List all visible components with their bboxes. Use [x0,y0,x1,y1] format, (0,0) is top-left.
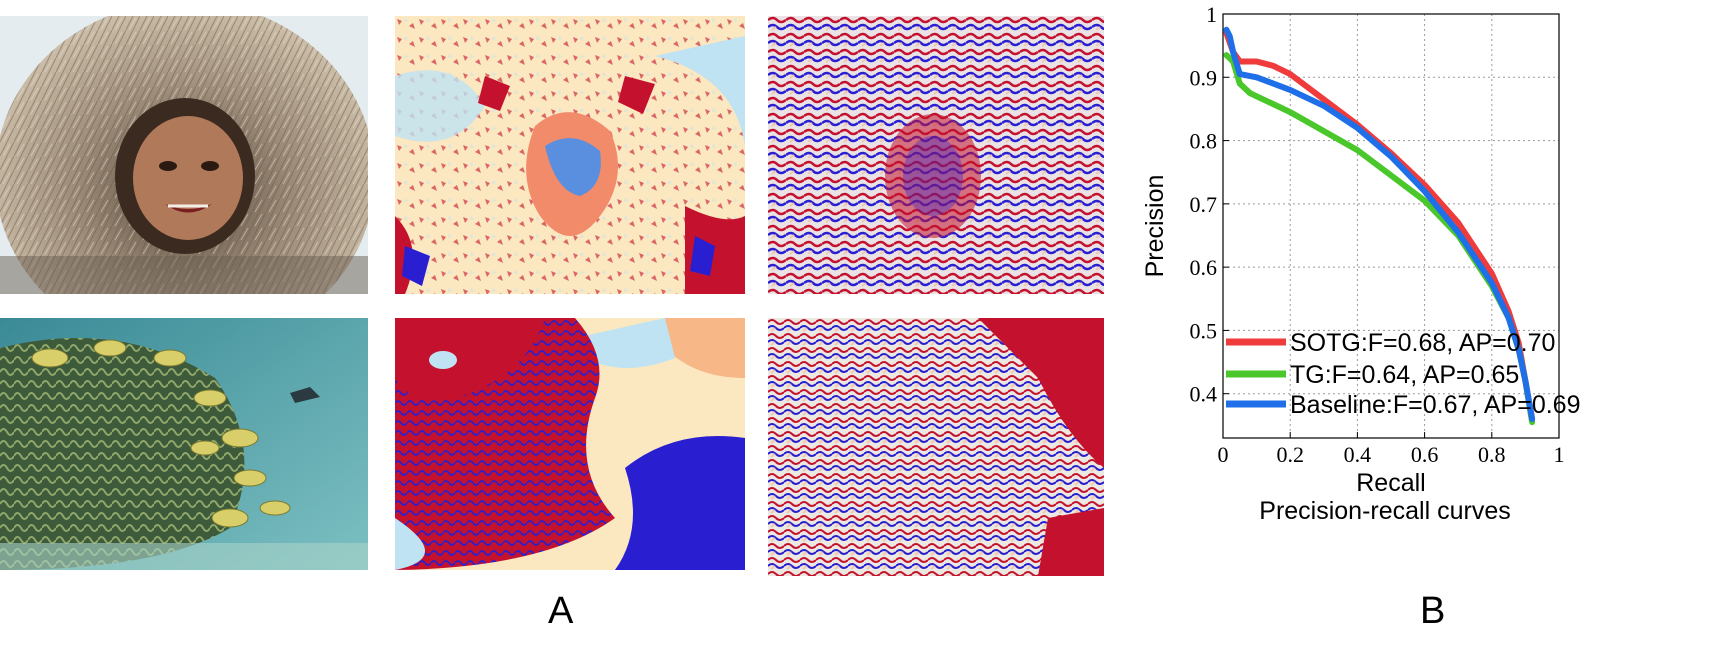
x-tick-label: 0.2 [1276,442,1304,467]
x-tick-label: 0.6 [1411,442,1439,467]
chart-ticks: 0 0.2 0.4 0.6 0.8 1 0.4 0.5 0.6 0.7 0.8 0.9 1 [1190,2,1565,467]
y-tick-label: 0.8 [1190,129,1218,154]
x-tick-label: 0.8 [1478,442,1506,467]
plot-frame [1222,13,1560,439]
coral-fish-texture-map [768,318,1104,576]
panel-a-label: A [548,590,574,632]
y-tick-label: 1 [1206,2,1217,27]
eskimo-child-texture-map [768,16,1104,294]
eskimo-child-segmentation-map [395,16,745,294]
legend-label-1: TG:F=0.64, AP=0.65 [1290,361,1519,389]
y-tick-label: 0.5 [1190,318,1218,343]
x-tick-label: 0 [1218,442,1229,467]
series-line-2 [1223,26,1536,422]
y-tick-label: 0.6 [1190,255,1218,280]
y-axis-label: Precision [1141,175,1169,278]
y-tick-label: 0.7 [1190,192,1218,217]
panel-b-label: B [1420,590,1446,632]
chart-grid [1222,13,1560,438]
chart-series [1223,26,1536,426]
y-tick-label: 0.9 [1190,65,1218,90]
x-axis-label: Recall [1356,469,1425,497]
legend-label-0: SOTG:F=0.68, AP=0.70 [1290,329,1555,357]
coral-fish-segmentation-map [395,318,745,570]
chart-title: Precision-recall curves [1259,497,1510,525]
x-tick-label: 0.4 [1344,442,1372,467]
coral-fish-photo [0,318,368,570]
y-tick-label: 0.4 [1190,382,1218,407]
legend-label-2: Baseline:F=0.67, AP=0.69 [1290,391,1581,419]
x-tick-label: 1 [1554,442,1565,467]
chart-legend: SOTG:F=0.68, AP=0.70 TG:F=0.64, AP=0.65Ba… [1226,329,1581,419]
precision-recall-chart: 0 0.2 0.4 0.6 0.8 1 0.4 0.5 0.6 0.7 0.8 0.9 1 SOTG:F… [1141,2,1581,525]
eskimo-child-photo [0,16,368,294]
